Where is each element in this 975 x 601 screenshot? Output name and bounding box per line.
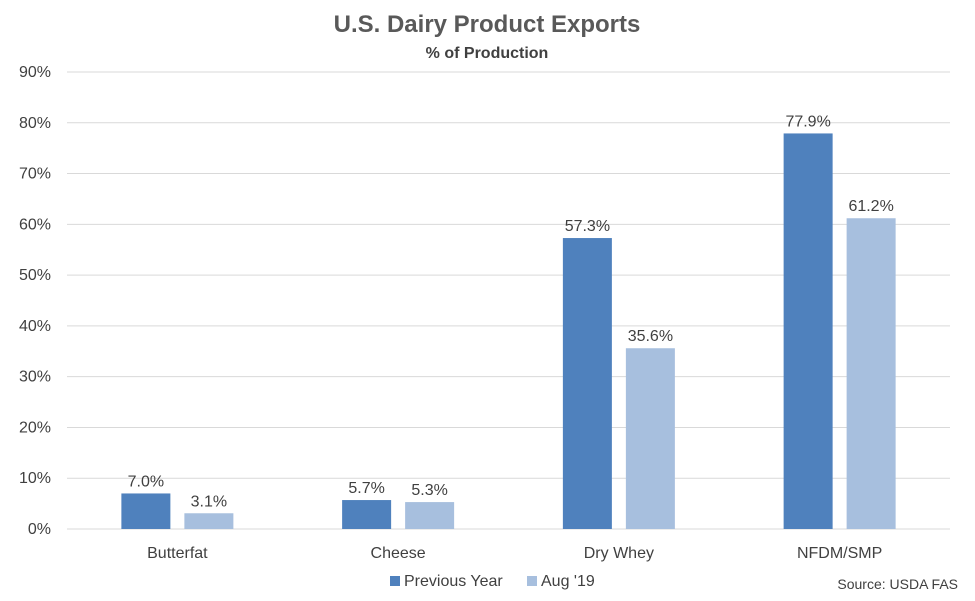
x-category-label: NFDM/SMP	[797, 545, 882, 562]
bars	[121, 133, 896, 530]
bar-previous-year-2	[562, 238, 612, 529]
y-tick-label: 90%	[19, 64, 51, 81]
x-category-label: Cheese	[371, 545, 426, 562]
data-label: 5.7%	[348, 480, 384, 497]
x-axis-categories: Butterfat Cheese Dry Whey NFDM/SMP	[147, 545, 882, 562]
legend: Previous Year Aug '19	[390, 573, 595, 590]
y-tick-label: 80%	[19, 115, 51, 132]
data-label: 5.3%	[411, 482, 447, 499]
data-label: 57.3%	[565, 218, 610, 235]
data-label: 77.9%	[785, 113, 830, 130]
data-label: 61.2%	[848, 198, 893, 215]
legend-swatch	[527, 576, 537, 586]
y-tick-label: 10%	[19, 470, 51, 487]
data-label: 3.1%	[191, 493, 227, 510]
source-note: Source: USDA FAS	[837, 576, 958, 592]
bar-aug-19-3	[846, 218, 896, 530]
y-tick-label: 0%	[28, 521, 51, 538]
x-category-label: Butterfat	[147, 545, 208, 562]
bar-aug-19-0	[184, 513, 234, 529]
y-tick-label: 40%	[19, 318, 51, 335]
chart-title: U.S. Dairy Product Exports	[334, 11, 641, 38]
y-tick-label: 20%	[19, 419, 51, 436]
y-tick-label: 60%	[19, 216, 51, 233]
y-tick-label: 30%	[19, 369, 51, 386]
bar-previous-year-0	[121, 493, 171, 529]
data-label: 7.0%	[128, 473, 164, 490]
bar-aug-19-2	[625, 348, 675, 529]
bar-previous-year-3	[783, 133, 833, 530]
legend-label: Aug '19	[541, 573, 595, 590]
y-tick-label: 70%	[19, 166, 51, 183]
gridlines	[67, 71, 950, 530]
data-labels: 7.0% 3.1% 5.7% 5.3% 57.3% 35.6% 77.9% 61.2%	[128, 113, 894, 510]
bar-aug-19-1	[405, 502, 455, 529]
y-axis-ticks: 0% 10% 20% 30% 40% 50% 60% 70% 80% 90%	[19, 64, 51, 538]
y-tick-label: 50%	[19, 267, 51, 284]
x-category-label: Dry Whey	[584, 545, 654, 562]
legend-swatch	[390, 576, 400, 586]
chart-subtitle: % of Production	[426, 45, 549, 62]
legend-label: Previous Year	[404, 573, 503, 590]
bar-previous-year-1	[342, 500, 392, 529]
data-label: 35.6%	[628, 328, 673, 345]
